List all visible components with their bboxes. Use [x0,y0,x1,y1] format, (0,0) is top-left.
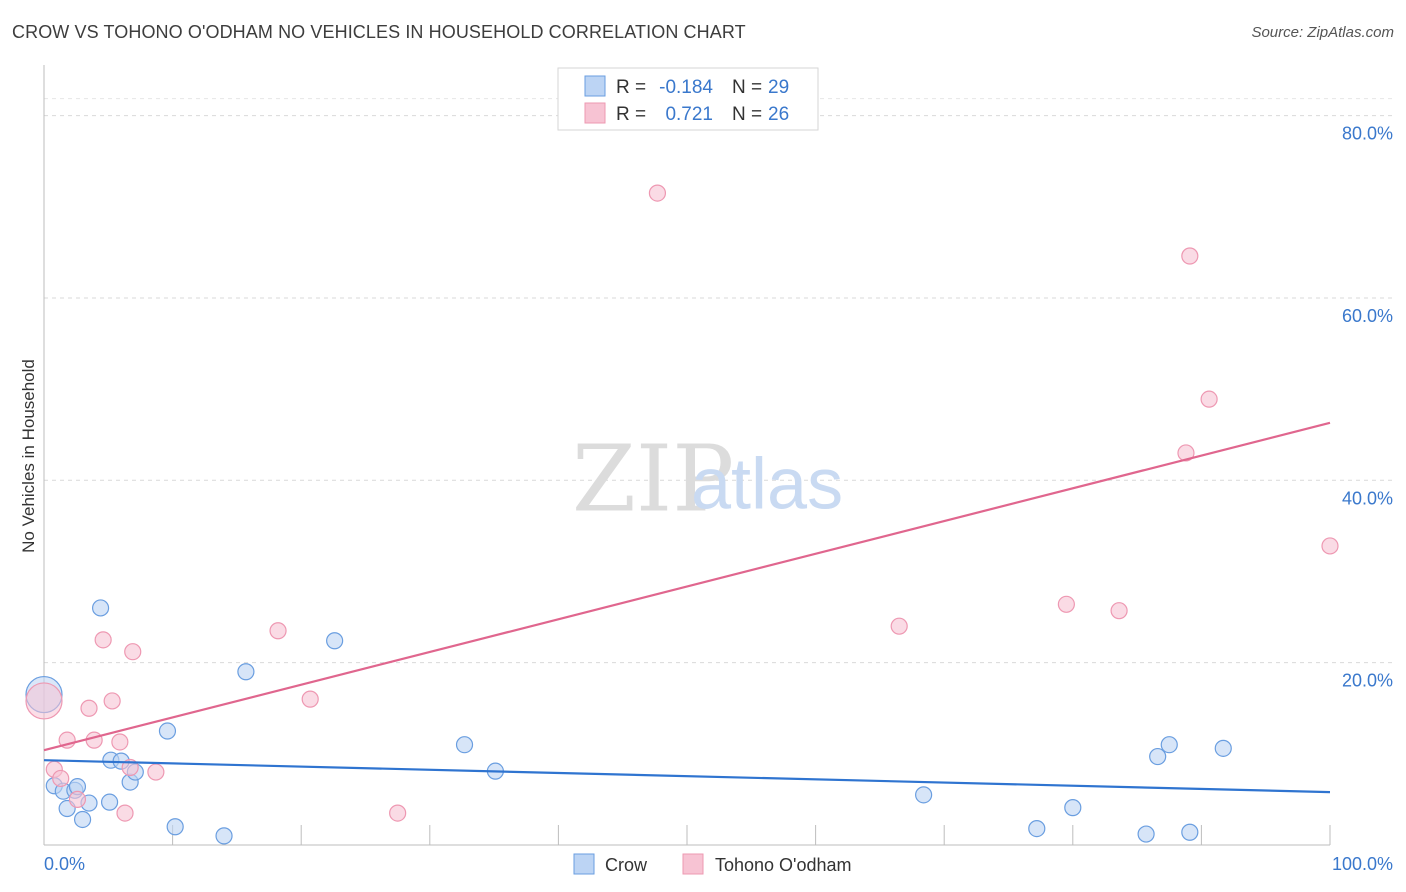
x-tick-label: 0.0% [44,854,85,874]
legend-r-label: R = [616,104,646,125]
y-tick-label: 60.0% [1342,306,1393,326]
crow-point [215,827,233,845]
tohono-point [85,731,103,749]
tohono-point [389,804,407,822]
crow-point [915,786,933,804]
bottom-legend-label: Tohono O'odham [715,855,852,875]
bottom-legend-swatch [682,853,704,875]
crow-point [1214,739,1232,757]
x-tick-label: 100.0% [1332,854,1393,874]
tohono-point [94,631,112,649]
tohono-point [147,763,165,781]
tohono-point [269,622,287,640]
tohono-point [1181,247,1199,265]
y-tick-label: 40.0% [1342,488,1393,508]
y-tick-label: 80.0% [1342,124,1393,144]
crow-point [1028,819,1046,838]
tohono-point [1057,595,1075,613]
tohono-point [648,184,667,202]
tohono-point [1200,390,1218,408]
watermark-atlas: atlas [691,444,843,524]
tohono-point [68,790,87,809]
legend-r-value: -0.184 [659,77,713,98]
crow-point [73,810,92,829]
tohono-point [1321,537,1339,555]
crow-point [158,722,177,740]
tohono-point [80,699,98,717]
crow-point [100,793,119,811]
legend-n-value: 26 [768,104,789,125]
crow-point [1137,825,1155,843]
tohono-trend-line [43,421,1331,752]
crow-point [166,818,184,836]
tohono-point [103,692,121,710]
crow-point [1064,799,1082,817]
tohono-point [124,643,142,661]
crow-point [455,736,474,754]
legend-swatch [584,102,606,124]
crow-point [91,599,110,617]
y-axis-label: No Vehicles in Household [19,359,38,553]
chart-source: Source: ZipAtlas.com [1251,24,1394,41]
tohono-point [1110,602,1128,620]
crow-point [1149,747,1167,766]
legend-n-value: 29 [768,77,789,98]
tohono-point [25,682,63,720]
tohono-point [301,690,319,708]
crow-point [1160,736,1178,754]
legend-r-label: R = [616,77,646,98]
y-tick-label: 20.0% [1342,671,1393,691]
tohono-point [1177,444,1195,462]
tohono-point [116,804,134,822]
legend-n-label: N = [732,104,762,125]
crow-trend-line [43,759,1331,794]
tohono-point [111,733,129,751]
bottom-legend-swatch [573,853,595,875]
chart-title: CROW VS TOHONO O'ODHAM NO VEHICLES IN HO… [12,22,746,42]
legend-swatch [584,75,606,97]
crow-point [1181,823,1199,841]
legend-n-label: N = [732,77,762,98]
tohono-point [52,769,70,788]
legend-r-value: 0.721 [665,104,713,125]
crow-point [237,663,255,681]
bottom-legend-label: Crow [605,855,648,875]
tohono-point [890,617,908,635]
crow-point [326,632,344,650]
watermark-zip: ZIP [572,425,734,532]
